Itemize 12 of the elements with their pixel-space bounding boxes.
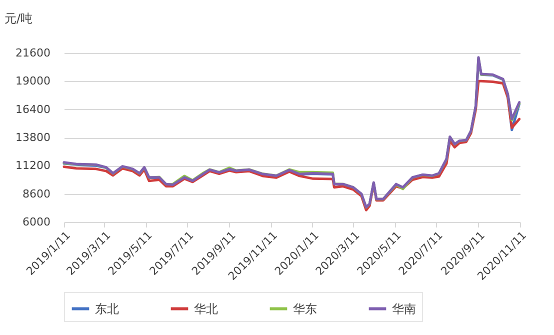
y-tick-label: 8600 xyxy=(22,187,50,200)
y-tick-label: 11200 xyxy=(16,159,50,172)
y-tick-label: 6000 xyxy=(22,216,50,228)
legend-label: 华东 xyxy=(293,302,317,316)
y-tick-label: 16400 xyxy=(16,102,50,116)
y-tick-label: 21600 xyxy=(16,46,50,60)
legend-label: 东北 xyxy=(95,302,119,316)
y-tick-label: 19000 xyxy=(16,74,50,88)
legend-label: 华北 xyxy=(194,302,218,316)
y-axis-title: 元/吨 xyxy=(4,12,33,26)
y-tick-label: 13800 xyxy=(16,131,50,144)
legend-label: 华南 xyxy=(392,302,416,316)
